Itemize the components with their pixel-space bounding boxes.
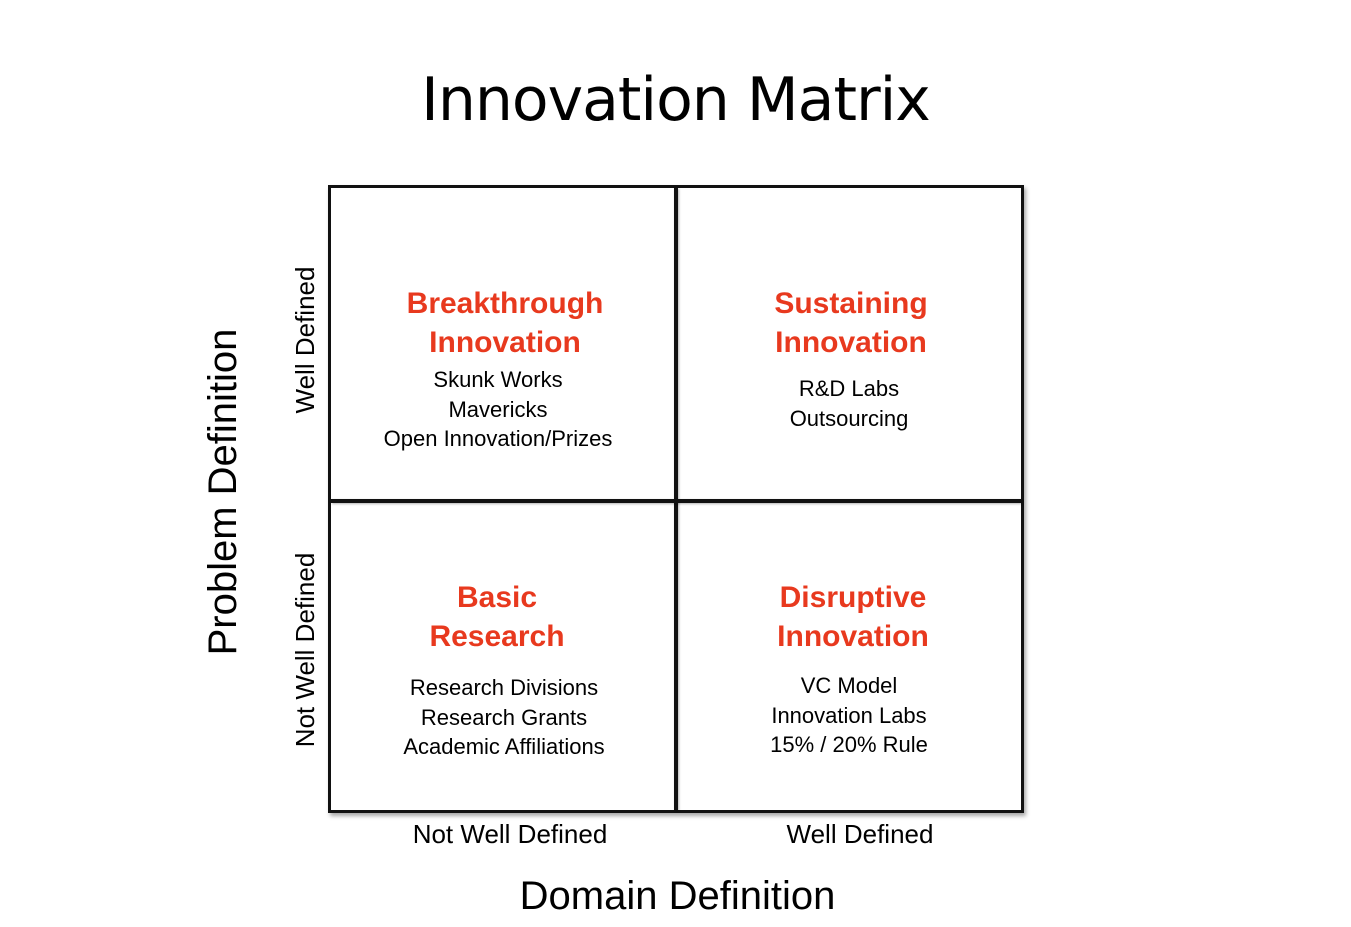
quadrant-item-list: Skunk Works Mavericks Open Innovation/Pr… [321, 365, 675, 454]
list-item: Mavericks [448, 396, 548, 422]
quadrant-title-line: Sustaining [774, 287, 928, 320]
list-item: Skunk Works [433, 367, 563, 392]
quadrant-title-line: Innovation [775, 326, 927, 359]
quadrant-title: Basic Research [327, 578, 667, 656]
quadrant-title: Sustaining Innovation [681, 284, 1021, 362]
quadrant-title-line: Innovation [429, 326, 581, 359]
list-item: Outsourcing [789, 405, 909, 431]
quadrant-disruptive-innovation: Disruptive Innovation VC Model Innovatio… [683, 578, 1023, 760]
y-axis-title: Problem Definition [201, 328, 245, 656]
quadrant-title: Disruptive Innovation [683, 578, 1023, 656]
quadrant-breakthrough-innovation: Breakthrough Innovation Skunk Works Mave… [335, 284, 675, 454]
list-item: Open Innovation/Prizes [383, 426, 613, 451]
quadrant-item-list: Research Divisions Research Grants Acade… [341, 673, 667, 762]
quadrant-item-list: VC Model Innovation Labs 15% / 20% Rule [675, 671, 1023, 760]
quadrant-sustaining-innovation: Sustaining Innovation R&D Labs Outsourci… [681, 284, 1021, 433]
quadrant-title-line: Basic [456, 581, 538, 614]
page-title: Innovation Matrix [421, 65, 931, 135]
x-tick-well-defined: Well Defined [786, 819, 934, 849]
list-item: Academic Affiliations [403, 734, 605, 759]
list-item: VC Model [800, 673, 898, 698]
x-axis-title: Domain Definition [519, 874, 836, 918]
quadrant-title-line: Research [429, 620, 565, 653]
innovation-matrix-grid: Breakthrough Innovation Skunk Works Mave… [328, 185, 1024, 813]
list-item: Research Grants [420, 704, 588, 730]
quadrant-basic-research: Basic Research Research Divisions Resear… [327, 578, 667, 762]
list-item: R&D Labs [798, 376, 900, 401]
x-tick-not-well-defined: Not Well Defined [412, 819, 608, 849]
list-item: Innovation Labs [771, 702, 927, 728]
y-tick-well-defined: Well Defined [290, 266, 320, 414]
list-item: 15% / 20% Rule [770, 732, 928, 757]
quadrant-title-line: Disruptive [779, 581, 927, 614]
horizontal-divider [331, 499, 1021, 503]
quadrant-item-list: R&D Labs Outsourcing [677, 374, 1021, 433]
list-item: Research Divisions [409, 675, 599, 700]
quadrant-title-line: Innovation [777, 620, 929, 653]
y-tick-not-well-defined: Not Well Defined [290, 552, 320, 748]
quadrant-title-line: Breakthrough [406, 287, 604, 320]
quadrant-title: Breakthrough Innovation [335, 284, 675, 362]
